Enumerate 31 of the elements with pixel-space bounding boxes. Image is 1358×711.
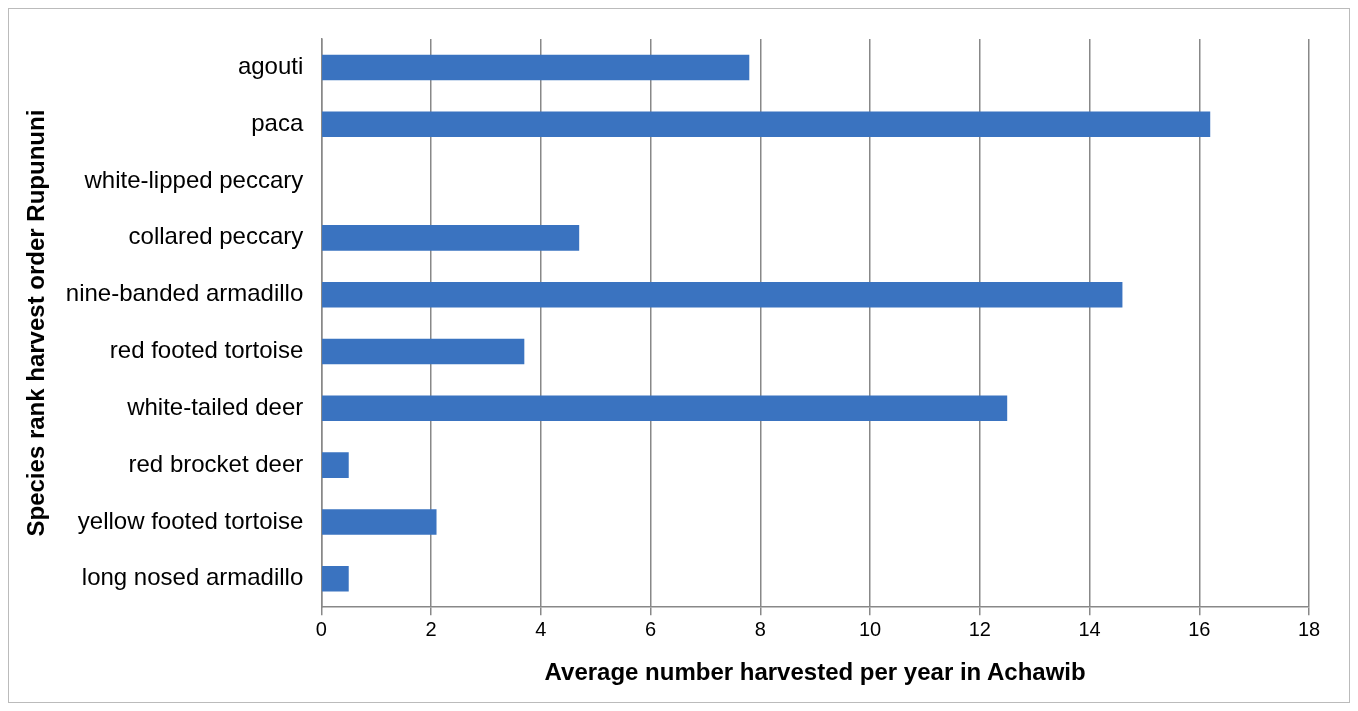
x-tick-label: 6 — [644, 617, 657, 640]
x-tick-label: 10 — [858, 617, 882, 640]
x-tick-label: 14 — [1078, 617, 1101, 640]
bar — [322, 566, 349, 592]
y-tick-label: nine-banded armadillo — [65, 279, 304, 307]
y-tick-label: collared peccary — [128, 222, 304, 250]
x-tick-label: 18 — [1297, 617, 1321, 640]
y-axis-title: Species rank harvest order Rupununi — [22, 109, 50, 537]
bar — [322, 54, 750, 81]
x-tick-label: 2 — [425, 617, 437, 640]
bar — [322, 111, 1211, 138]
y-tick-label: long nosed armadillo — [81, 563, 304, 591]
y-tick-label: paca — [251, 108, 304, 136]
x-tick-label: 4 — [535, 617, 547, 640]
bar — [322, 281, 1123, 308]
bar — [322, 395, 1008, 422]
x-tick-label: 16 — [1188, 617, 1211, 640]
x-tick-label: 12 — [968, 617, 991, 640]
x-tick-label: 8 — [754, 617, 766, 640]
y-tick-label: white-tailed deer — [126, 392, 304, 420]
y-tick-label: white-lipped peccary — [83, 165, 304, 193]
bar — [322, 338, 525, 365]
y-tick-label: red brocket deer — [128, 449, 304, 477]
x-tick-label: 0 — [315, 617, 327, 640]
bar — [322, 225, 580, 251]
bar — [322, 509, 437, 535]
x-axis-title: Average number harvested per year in Achawib — [544, 658, 1086, 686]
y-tick-label: agouti — [237, 52, 304, 80]
y-tick-label: red footed tortoise — [109, 336, 304, 364]
bar — [322, 452, 349, 478]
y-tick-label: yellow footed tortoise — [77, 506, 304, 534]
